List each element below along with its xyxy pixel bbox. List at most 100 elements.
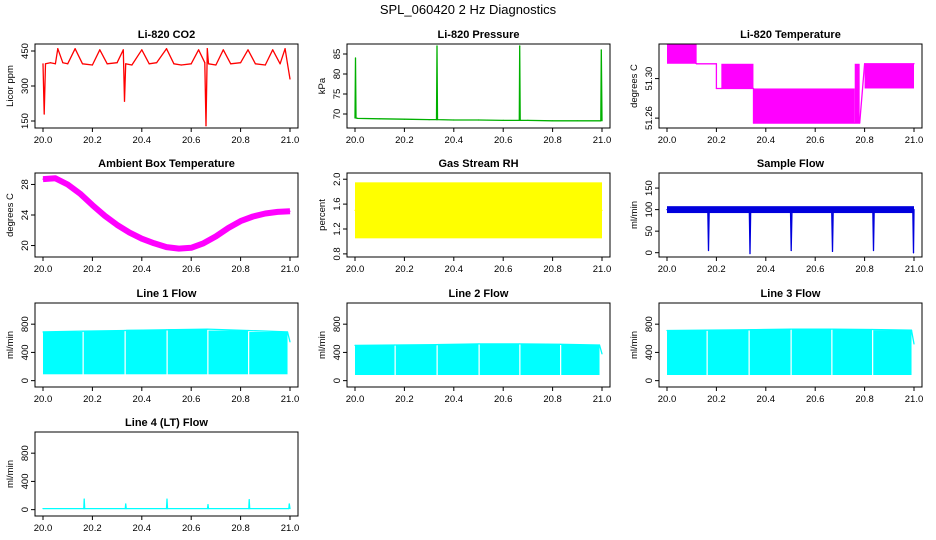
data-point	[777, 209, 779, 211]
data-point	[116, 62, 118, 64]
data-band	[167, 329, 208, 375]
x-tick-label: 20.2	[707, 135, 726, 146]
data-band	[749, 329, 791, 375]
x-tick-label: 20.0	[346, 394, 365, 405]
data-point	[166, 498, 168, 500]
y-tick-label: 1.6	[332, 198, 343, 211]
data-point	[552, 120, 554, 122]
data-point	[600, 120, 602, 122]
data-point	[81, 330, 84, 332]
y-tick-label: 51.30	[644, 67, 655, 91]
x-tick-label: 21.0	[593, 135, 612, 146]
x-tick-label: 20.4	[445, 135, 464, 146]
data-point	[831, 209, 833, 211]
plot-frame	[346, 172, 611, 258]
data-series	[43, 498, 291, 510]
y-tick-label: 70	[332, 109, 343, 120]
data-series	[354, 343, 603, 354]
x-tick-label: 21.0	[593, 394, 612, 405]
x-tick-label: 21.0	[905, 264, 924, 275]
x-tick-label: 20.0	[346, 264, 365, 275]
data-point	[42, 331, 44, 333]
x-tick-label: 20.6	[494, 135, 513, 146]
data-point	[790, 249, 792, 252]
data-band	[355, 182, 602, 239]
plot-area	[354, 343, 603, 375]
figure-title: SPL_060420 2 Hz Diagnostics	[379, 2, 557, 17]
y-tick-label: 0	[20, 507, 31, 512]
y-axis-label: ml/min	[317, 331, 328, 359]
y-tick-label: 800	[20, 445, 31, 461]
data-point	[247, 329, 249, 332]
data-point	[198, 49, 200, 51]
plot-frame	[658, 43, 923, 129]
x-tick-label: 20.6	[494, 264, 513, 275]
data-point	[752, 122, 755, 124]
x-tick-label: 20.4	[445, 394, 464, 405]
plot-area	[666, 328, 915, 375]
data-point	[123, 100, 126, 102]
data-point	[666, 209, 668, 211]
plot-frame	[346, 43, 611, 129]
data-point	[288, 503, 290, 505]
data-point	[666, 329, 668, 332]
y-tick-label: 28	[20, 179, 31, 190]
chart-panel-1: Li-820 CO2 20.0 20.2 20.4 20.6 20.8 21.0 150 300…	[5, 29, 299, 146]
data-band	[437, 343, 479, 375]
x-tick-label: 20.0	[658, 135, 677, 146]
x-tick-label: 20.0	[34, 135, 53, 146]
y-tick-label: 0	[332, 378, 343, 383]
data-point	[124, 507, 126, 510]
data-point	[428, 119, 430, 121]
data-point	[707, 209, 709, 211]
data-point	[99, 49, 101, 51]
x-tick-label: 20.8	[855, 264, 874, 275]
y-tick-label: 800	[20, 316, 31, 332]
data-point	[165, 246, 168, 248]
y-axis-label: ml/min	[5, 460, 16, 488]
data-point	[453, 119, 455, 121]
data-point	[289, 210, 291, 212]
chart-panel-9: Line 3 Flow 20.0 20.2 20.4 20.6 20.8 21.0 0 400 8…	[629, 288, 923, 405]
data-point	[720, 87, 722, 90]
x-tick-label: 20.8	[855, 394, 874, 405]
data-point	[83, 498, 85, 500]
plot-area	[666, 206, 915, 255]
data-series	[354, 45, 603, 122]
data-point	[502, 209, 504, 211]
data-point	[477, 119, 480, 121]
data-point	[707, 249, 710, 252]
data-point	[43, 113, 45, 115]
chart-panel-4: Ambient Box Temperature 20.0 20.2 20.4 20.6 2…	[5, 158, 299, 275]
x-tick-label: 20.4	[133, 264, 152, 275]
x-tick-label: 20.2	[83, 523, 102, 534]
data-point	[91, 64, 93, 66]
data-point	[477, 212, 480, 215]
x-tick-label: 20.8	[543, 135, 562, 146]
data-point	[901, 209, 903, 211]
data-point	[527, 206, 529, 208]
data-point	[131, 64, 133, 66]
data-point	[128, 231, 131, 234]
data-point	[552, 209, 554, 211]
x-tick-label: 20.8	[543, 264, 562, 275]
data-point	[913, 63, 915, 65]
data-point	[289, 507, 291, 510]
data-series	[666, 328, 915, 345]
chart-panel-5: Gas Stream RH 20.0 20.2 20.4 20.6 20.8 21.0 0.8…	[317, 158, 611, 275]
y-tick-label: 85	[332, 49, 343, 60]
data-point	[166, 507, 169, 510]
data-point	[222, 49, 224, 51]
data-point	[240, 220, 242, 222]
y-tick-label: 0.8	[332, 247, 343, 260]
data-point	[202, 242, 205, 244]
data-point	[165, 48, 168, 50]
data-point	[156, 62, 158, 64]
data-point	[104, 215, 106, 217]
y-tick-label: 150	[20, 113, 31, 129]
y-tick-label: 0	[644, 250, 655, 255]
data-band	[395, 344, 437, 375]
data-point	[752, 87, 755, 90]
data-point	[601, 120, 603, 122]
data-point	[289, 78, 291, 80]
